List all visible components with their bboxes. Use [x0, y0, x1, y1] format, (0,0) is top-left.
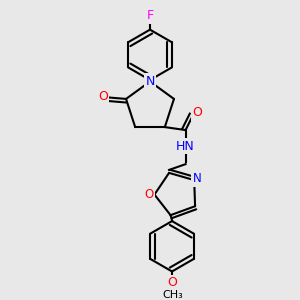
Text: O: O — [192, 106, 202, 119]
Text: CH₃: CH₃ — [162, 290, 183, 300]
Text: O: O — [145, 188, 154, 201]
Text: F: F — [146, 9, 154, 22]
Text: N: N — [193, 172, 202, 185]
Text: O: O — [98, 90, 108, 103]
Text: N: N — [145, 75, 155, 88]
Text: HN: HN — [176, 140, 195, 153]
Text: O: O — [167, 276, 177, 289]
